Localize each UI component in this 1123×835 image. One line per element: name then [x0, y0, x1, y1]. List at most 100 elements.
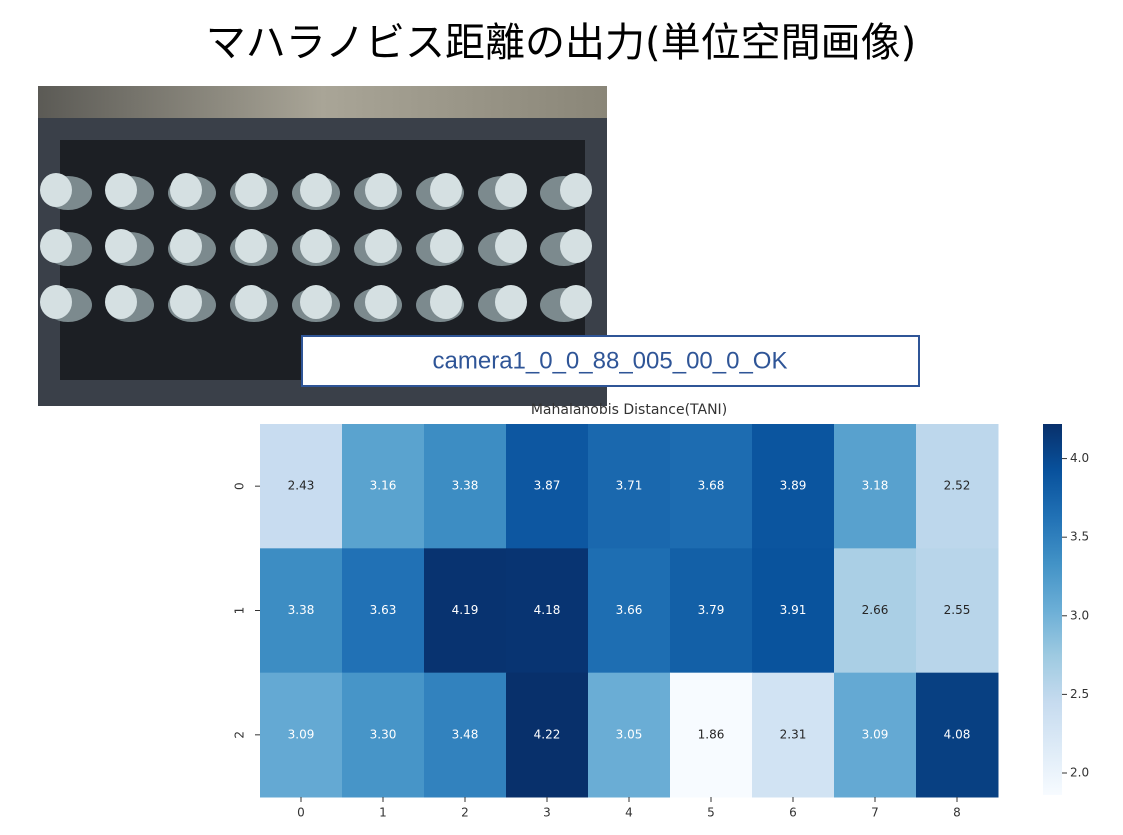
heatmap-cell	[834, 672, 917, 798]
cylinder-top	[170, 285, 202, 319]
cylinder-top	[105, 229, 137, 263]
heatmap-cell	[670, 672, 753, 798]
heatmap-cell	[424, 548, 507, 674]
colorbar-tick-label: 3.5	[1070, 530, 1089, 544]
heatmap-cell	[588, 424, 671, 549]
cell-label: 3.71	[616, 479, 643, 493]
heatmap-cell	[916, 548, 999, 674]
heatmap-cell	[506, 424, 589, 549]
cell-label: 3.38	[452, 479, 479, 493]
cell-label: 3.63	[370, 603, 397, 617]
x-tick-label: 4	[625, 806, 633, 820]
cylinder-top	[235, 229, 267, 263]
x-tick-label: 5	[707, 806, 715, 820]
cell-label: 3.79	[698, 603, 725, 617]
cylinder-top	[365, 285, 397, 319]
heatmap-cell	[260, 672, 343, 798]
x-tick-label: 7	[871, 806, 879, 820]
cylinder-top	[105, 285, 137, 319]
cylinder-top	[560, 173, 592, 207]
heatmap-cell	[916, 424, 999, 549]
chart-title: Mahalanobis Distance(TANI)	[531, 402, 727, 418]
cell-label: 3.09	[288, 727, 315, 741]
label-box	[301, 335, 920, 387]
cylinder-top	[495, 229, 527, 263]
colorbar-tick-label: 2.0	[1070, 765, 1089, 779]
x-tick-label: 2	[461, 806, 469, 820]
cylinder-top	[430, 173, 462, 207]
colorbar-tick-label: 2.5	[1070, 687, 1089, 701]
cylinder-top	[300, 173, 332, 207]
heatmap-cell	[752, 548, 835, 674]
heatmap-cell	[506, 672, 589, 798]
heatmap-cell	[424, 424, 507, 549]
cell-label: 3.09	[862, 727, 889, 741]
y-tick-label: 1	[233, 607, 247, 615]
cylinder-top	[560, 229, 592, 263]
cell-label: 3.68	[698, 479, 725, 493]
cell-label: 2.55	[944, 603, 971, 617]
heatmap-cell	[670, 424, 753, 549]
cell-label: 2.52	[944, 479, 971, 493]
cell-label: 4.19	[452, 603, 479, 617]
cell-label: 3.48	[452, 727, 479, 741]
heatmap-cell	[752, 672, 835, 798]
x-tick-label: 1	[379, 806, 387, 820]
heatmap-cell	[260, 548, 343, 674]
heatmap-cell	[670, 548, 753, 674]
cell-label: 2.66	[862, 603, 889, 617]
x-tick-label: 3	[543, 806, 551, 820]
cell-label: 3.18	[862, 479, 889, 493]
cell-label: 2.43	[288, 479, 315, 493]
cylinder-top	[40, 285, 72, 319]
cylinder-top	[170, 229, 202, 263]
heatmap-cell	[916, 672, 999, 798]
colorbar	[1043, 424, 1062, 795]
slide-title: マハラノビス距離の出力(単位空間画像)	[206, 20, 916, 66]
cylinder-top	[365, 229, 397, 263]
cell-label: 3.91	[780, 603, 807, 617]
cylinder-top	[300, 285, 332, 319]
heatmap-cell	[752, 424, 835, 549]
heatmap-cell	[506, 548, 589, 674]
cell-label: 4.18	[534, 603, 561, 617]
cylinder-top	[495, 285, 527, 319]
cylinder-top	[560, 285, 592, 319]
cylinder-top	[235, 173, 267, 207]
cell-label: 3.16	[370, 479, 397, 493]
camera-image	[38, 86, 607, 406]
cylinder-top	[430, 285, 462, 319]
heatmap-cell	[588, 672, 671, 798]
cylinder-top	[105, 173, 137, 207]
image-label: camera1_0_0_88_005_00_0_OK	[433, 347, 788, 374]
cell-label: 3.66	[616, 603, 643, 617]
heatmap-cell	[342, 672, 425, 798]
cylinder-top	[430, 229, 462, 263]
x-tick-label: 6	[789, 806, 797, 820]
y-tick-label: 0	[233, 482, 247, 490]
y-tick-label: 2	[233, 731, 247, 739]
heatmap-cell	[588, 548, 671, 674]
cylinder-top	[40, 173, 72, 207]
heatmap-cell	[342, 424, 425, 549]
cell-label: 3.87	[534, 479, 561, 493]
heatmap-cell	[342, 548, 425, 674]
cell-label: 2.31	[780, 727, 807, 741]
cell-label: 4.08	[944, 727, 971, 741]
cylinder-top	[235, 285, 267, 319]
cylinder-top	[170, 173, 202, 207]
cylinder-top	[365, 173, 397, 207]
cylinder-top	[300, 229, 332, 263]
cell-label: 3.38	[288, 603, 315, 617]
colorbar-tick-label: 4.0	[1070, 451, 1089, 465]
cell-label: 3.30	[370, 727, 397, 741]
heatmap-cell	[834, 548, 917, 674]
x-tick-label: 8	[953, 806, 961, 820]
heatmap-cell	[834, 424, 917, 549]
x-tick-label: 0	[297, 806, 305, 820]
heatmap-cell	[260, 424, 343, 549]
cell-label: 3.89	[780, 479, 807, 493]
colorbar-tick-label: 3.0	[1070, 608, 1089, 622]
cylinder-top	[40, 229, 72, 263]
